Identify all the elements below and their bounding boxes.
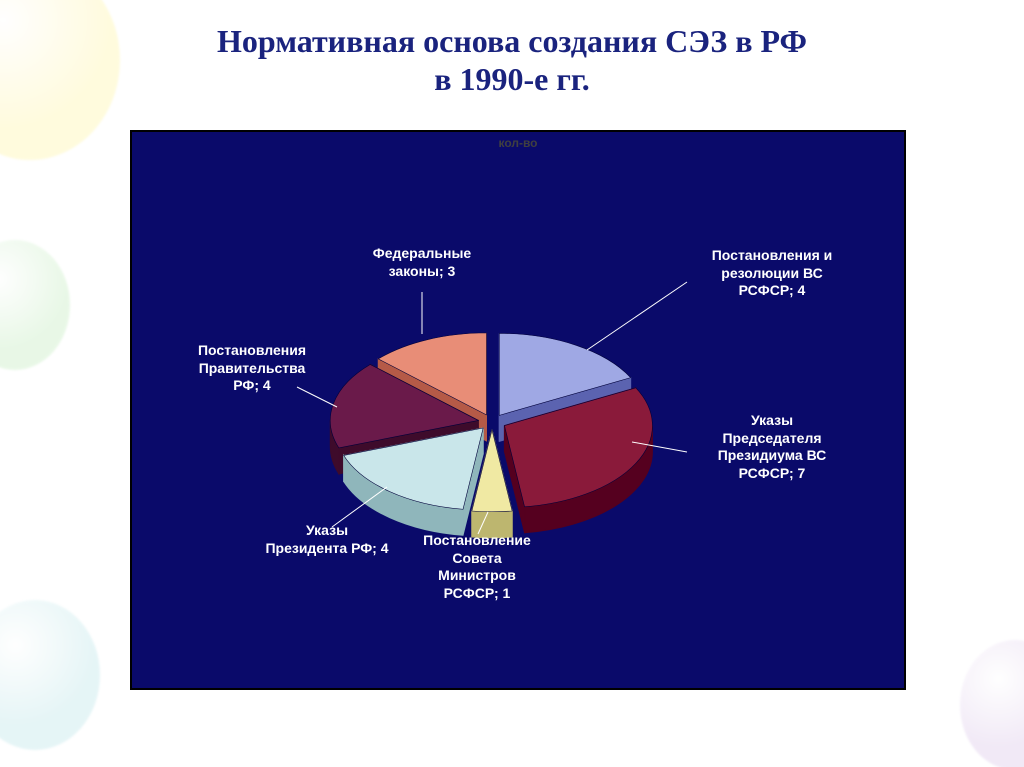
pie-slice-label: Постановления Правительства РФ; 4 [167, 342, 337, 395]
pie-slice-label: Федеральные законы; 3 [342, 245, 502, 280]
pie-slice-label: Постановления и резолюции ВС РСФСР; 4 [672, 247, 872, 300]
balloon [0, 240, 70, 370]
slide-title: Нормативная основа создания СЭЗ в РФ в 1… [0, 22, 1024, 99]
title-line-1: Нормативная основа создания СЭЗ в РФ [217, 23, 807, 59]
balloon [0, 600, 100, 750]
balloon [960, 640, 1024, 767]
pie-slice-label: Указы Председателя Президиума ВС РСФСР; … [672, 412, 872, 482]
pie-slice-label: Указы Президента РФ; 4 [232, 522, 422, 557]
title-line-2: в 1990-е гг. [434, 61, 590, 97]
pie-chart-frame: кол-во Постановления и резолюции ВС РСФС… [130, 130, 906, 690]
